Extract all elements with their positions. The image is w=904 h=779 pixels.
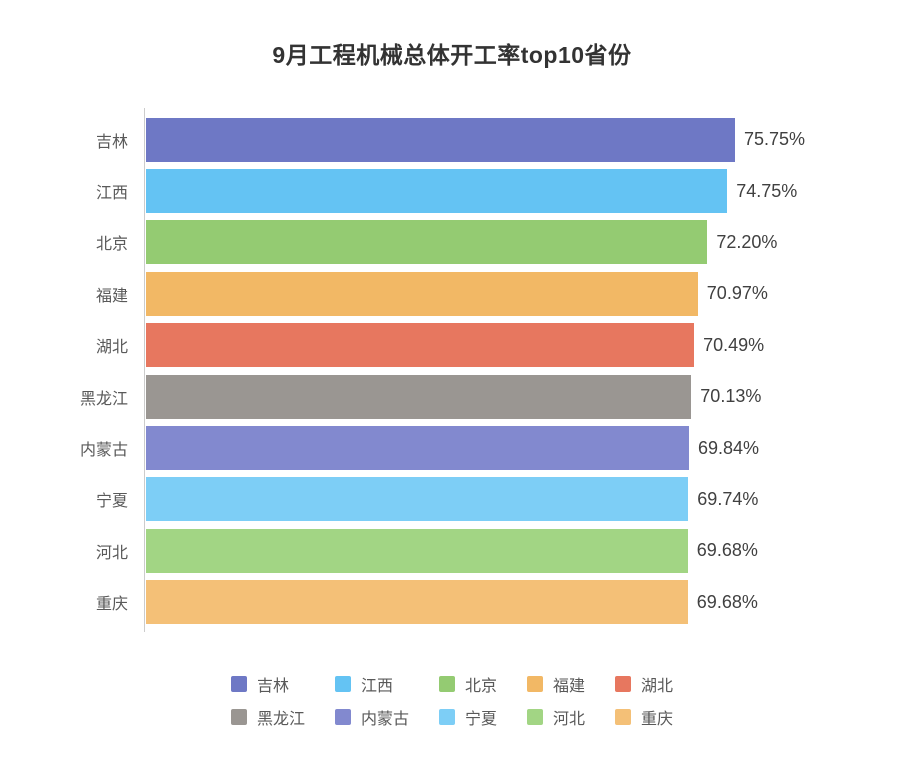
legend-swatch-icon [527,676,543,692]
bar-row: 内蒙古 69.84% [0,422,805,473]
value-label: 70.49% [703,334,765,355]
bar-row: 重庆 69.68% [0,577,805,628]
legend-item[interactable]: 宁夏 [438,705,497,729]
value-label: 74.75% [736,180,798,201]
bar-row: 河北 69.68% [0,525,805,576]
bar-row: 福建 70.97% [0,268,805,319]
legend-label: 宁夏 [464,711,497,728]
value-label: 70.97% [706,283,768,304]
legend-item[interactable]: 吉林 [230,672,305,696]
legend-label: 重庆 [641,711,674,728]
bar-row: 北京 72.20% [0,217,805,268]
category-label: 重庆 [95,596,128,614]
legend-item[interactable]: 福建 [527,672,585,696]
legend-swatch-icon [615,709,632,725]
legend-item[interactable]: 河北 [527,705,585,729]
legend-label: 湖北 [641,678,674,695]
legend-item[interactable]: 黑龙江 [230,705,305,729]
legend-item[interactable]: 北京 [438,672,497,696]
legend-swatch-icon [334,709,351,725]
y-axis-line [144,108,145,632]
legend-swatch-icon [438,676,455,692]
bar[interactable] [146,426,689,471]
bar[interactable] [146,323,695,368]
bar[interactable] [146,271,698,316]
legend-label: 黑龙江 [256,711,305,728]
bar[interactable] [146,580,688,625]
legend-item[interactable]: 重庆 [615,705,673,729]
legend-label: 河北 [553,711,586,728]
category-label: 吉林 [95,133,128,151]
value-label: 69.84% [698,437,760,458]
category-label: 湖北 [95,339,128,357]
category-label: 福建 [95,287,128,305]
legend-swatch-icon [527,709,543,725]
bar-row: 江西 74.75% [0,165,805,216]
category-label: 河北 [95,544,128,562]
bar-rows: 吉林 75.75% 江西 74.75% 北京 72.20% 福建 70.97% … [0,114,805,628]
bar[interactable] [146,528,688,573]
value-label: 69.68% [696,591,758,612]
category-label: 宁夏 [95,493,128,511]
bar[interactable] [146,169,728,214]
legend-label: 北京 [464,678,497,695]
category-label: 北京 [95,236,128,254]
legend-item[interactable]: 江西 [334,672,409,696]
legend-swatch-icon [230,676,247,692]
value-label: 75.75% [744,129,806,150]
category-label: 江西 [95,185,128,203]
chart-title: 9月工程机械总体开工率top10省份 [272,42,632,68]
value-label: 70.13% [700,386,762,407]
value-label: 72.20% [716,231,778,252]
legend-swatch-icon [334,676,351,692]
legend-item[interactable]: 内蒙古 [334,705,409,729]
bar-row: 宁夏 69.74% [0,474,805,525]
bar-row: 湖北 70.49% [0,320,805,371]
value-label: 69.68% [696,540,758,561]
legend-label: 江西 [360,678,393,695]
bar[interactable] [146,117,735,162]
legend-label: 内蒙古 [360,711,409,728]
bar-row: 吉林 75.75% [0,114,805,165]
bar[interactable] [146,220,708,265]
legend-label: 吉林 [256,678,289,695]
legend: 吉林 江西 北京 福建 湖北 黑龙江 内蒙古 宁夏 河北 重庆 [0,672,904,729]
legend-swatch-icon [230,709,247,725]
category-label: 内蒙古 [79,442,128,460]
legend-item[interactable]: 湖北 [615,672,673,696]
bar-row: 黑龙江 70.13% [0,371,805,422]
bar[interactable] [146,477,689,522]
legend-label: 福建 [553,678,586,695]
category-label: 黑龙江 [79,390,128,408]
legend-swatch-icon [438,709,455,725]
bar[interactable] [146,374,692,419]
value-label: 69.74% [697,488,759,509]
legend-swatch-icon [615,676,632,692]
